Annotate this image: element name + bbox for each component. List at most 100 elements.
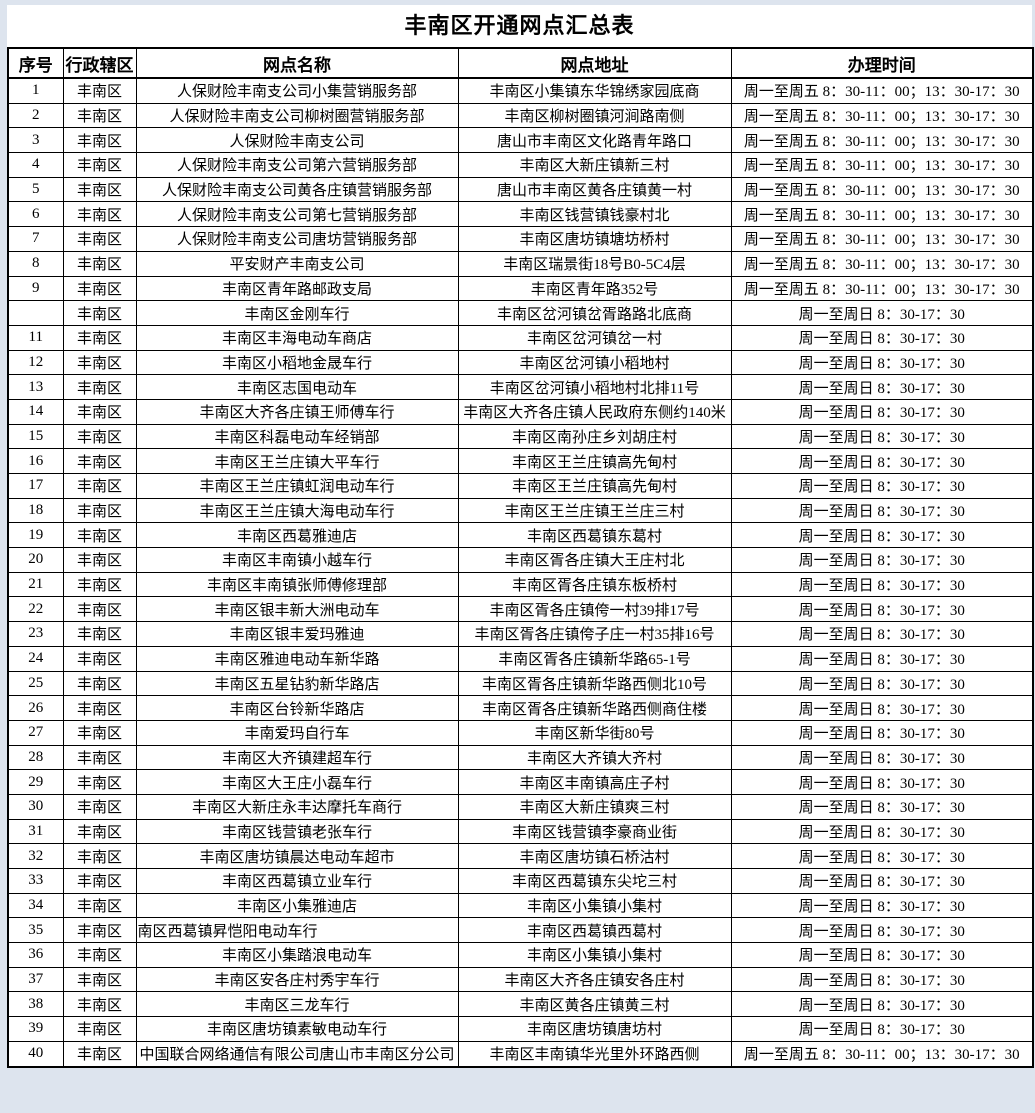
- cell-name: 丰南区王兰庄镇大海电动车行: [135, 497, 459, 524]
- table-body: 1 丰南区 人保财险丰南支公司小集营销服务部 丰南区小集镇东华锦绣家园底商 周一至周五 …: [7, 77, 1034, 1068]
- cell-district: 丰南区: [62, 818, 137, 845]
- table-row: 2 丰南区 人保财险丰南支公司柳树圈营销服务部 丰南区柳树圈镇河涧路南侧 周一至周五 8…: [7, 102, 1034, 129]
- cell-seq: 17: [7, 473, 64, 499]
- cell-time: 周一至周五 8：30-11：00；13：30-17：30: [730, 102, 1034, 129]
- table-row: 19 丰南区 丰南区西葛雅迪店 丰南区西葛镇东葛村 周一至周日 8：30-17：30: [7, 522, 1034, 549]
- cell-time: 周一至周日 8：30-17：30: [730, 868, 1034, 894]
- cell-district: 丰南区: [62, 966, 137, 993]
- header-address: 网点地址: [457, 47, 732, 79]
- cell-address: 唐山市丰南区文化路青年路口: [457, 127, 732, 154]
- cell-time: 周一至周日 8：30-17：30: [730, 991, 1034, 1018]
- cell-name: 丰南区银丰爱玛雅迪: [135, 621, 459, 647]
- cell-district: 丰南区: [62, 473, 137, 499]
- cell-address: 丰南区岔河镇岔胥路路北底商: [457, 300, 732, 326]
- table-row: 22 丰南区 丰南区银丰新大洲电动车 丰南区胥各庄镇侉一村39排17号 周一至周日 8：…: [7, 596, 1034, 623]
- cell-address: 丰南区大新庄镇爽三村: [457, 793, 732, 820]
- outlets-table: 序号 行政辖区 网点名称 网点地址 办理时间 1 丰南区 人保财险丰南支公司小集营销…: [7, 47, 1034, 1068]
- cell-name: 丰南区台铃新华路店: [135, 695, 459, 721]
- cell-district: 丰南区: [62, 374, 137, 400]
- cell-seq: 22: [7, 596, 64, 623]
- cell-time: 周一至周日 8：30-17：30: [730, 892, 1034, 919]
- cell-seq: 34: [7, 892, 64, 919]
- cell-time: 周一至周五 8：30-11：00；13：30-17：30: [730, 275, 1034, 302]
- cell-district: 丰南区: [62, 349, 137, 376]
- cell-time: 周一至周日 8：30-17：30: [730, 497, 1034, 524]
- cell-district: 丰南区: [62, 1040, 137, 1068]
- cell-district: 丰南区: [62, 102, 137, 129]
- cell-seq: 40: [7, 1040, 64, 1068]
- cell-address: 丰南区王兰庄镇高先甸村: [457, 448, 732, 474]
- table-row: 16 丰南区 丰南区王兰庄镇大平车行 丰南区王兰庄镇高先甸村 周一至周日 8：30-17…: [7, 448, 1034, 474]
- table-row: 25 丰南区 丰南区五星钻豹新华路店 丰南区胥各庄镇新华路西侧北10号 周一至周日 8：…: [7, 670, 1034, 697]
- cell-address: 丰南区王兰庄镇高先甸村: [457, 473, 732, 499]
- table-row: 37 丰南区 丰南区安各庄村秀宇车行 丰南区大齐各庄镇安各庄村 周一至周日 8：30-1…: [7, 966, 1034, 993]
- cell-seq: 39: [7, 1016, 64, 1042]
- table-row: 7 丰南区 人保财险丰南支公司唐坊营销服务部 丰南区唐坊镇塘坊桥村 周一至周五 8：30…: [7, 226, 1034, 252]
- table-row: 35 丰南区 南区西葛镇昇恺阳电动车行 丰南区西葛镇西葛村 周一至周日 8：30-17：…: [7, 917, 1034, 944]
- cell-time: 周一至周日 8：30-17：30: [730, 695, 1034, 721]
- cell-time: 周一至周日 8：30-17：30: [730, 300, 1034, 326]
- table-row: 5 丰南区 人保财险丰南支公司黄各庄镇营销服务部 唐山市丰南区黄各庄镇黄一村 周一至周五…: [7, 176, 1034, 203]
- cell-district: 丰南区: [62, 670, 137, 697]
- cell-seq: 3: [7, 127, 64, 154]
- cell-address: 丰南区柳树圈镇河涧路南侧: [457, 102, 732, 129]
- cell-name: 丰南区青年路邮政支局: [135, 275, 459, 302]
- cell-name: 丰南区小集雅迪店: [135, 892, 459, 919]
- cell-time: 周一至周五 8：30-11：00；13：30-17：30: [730, 226, 1034, 252]
- cell-seq: 9: [7, 275, 64, 302]
- cell-seq: 32: [7, 843, 64, 869]
- table-row: 36 丰南区 丰南区小集踏浪电动车 丰南区小集镇小集村 周一至周日 8：30-17：30: [7, 942, 1034, 968]
- cell-time: 周一至周五 8：30-11：00；13：30-17：30: [730, 1040, 1034, 1068]
- cell-district: 丰南区: [62, 571, 137, 598]
- cell-time: 周一至周日 8：30-17：30: [730, 917, 1034, 944]
- cell-address: 丰南区钱营镇钱豪村北: [457, 201, 732, 228]
- cell-name: 丰南区五星钻豹新华路店: [135, 670, 459, 697]
- cell-address: 丰南区西葛镇东葛村: [457, 522, 732, 549]
- cell-seq: 19: [7, 522, 64, 549]
- cell-time: 周一至周日 8：30-17：30: [730, 793, 1034, 820]
- cell-address: 丰南区唐坊镇塘坊桥村: [457, 226, 732, 252]
- table-row: 12 丰南区 丰南区小稻地金晟车行 丰南区岔河镇小稻地村 周一至周日 8：30-17：3…: [7, 349, 1034, 376]
- cell-seq: 6: [7, 201, 64, 228]
- cell-address: 丰南区胥各庄镇侉子庄一村35排16号: [457, 621, 732, 647]
- cell-district: 丰南区: [62, 645, 137, 672]
- table-row: 31 丰南区 丰南区钱营镇老张车行 丰南区钱营镇李豪商业街 周一至周日 8：30-17：…: [7, 818, 1034, 845]
- cell-time: 周一至周五 8：30-11：00；13：30-17：30: [730, 176, 1034, 203]
- cell-address: 丰南区新华街80号: [457, 719, 732, 746]
- cell-district: 丰南区: [62, 892, 137, 919]
- table-row: 32 丰南区 丰南区唐坊镇晨达电动车超市 丰南区唐坊镇石桥沽村 周一至周日 8：30-1…: [7, 843, 1034, 869]
- cell-time: 周一至周日 8：30-17：30: [730, 547, 1034, 573]
- cell-district: 丰南区: [62, 991, 137, 1018]
- cell-address: 丰南区青年路352号: [457, 275, 732, 302]
- cell-address: 丰南区大齐镇大齐村: [457, 744, 732, 771]
- cell-time: 周一至周五 8：30-11：00；13：30-17：30: [730, 201, 1034, 228]
- cell-district: 丰南区: [62, 868, 137, 894]
- cell-name: 人保财险丰南支公司: [135, 127, 459, 154]
- cell-address: 丰南区小集镇小集村: [457, 892, 732, 919]
- cell-address: 丰南区岔河镇岔一村: [457, 324, 732, 351]
- cell-address: 丰南区唐坊镇石桥沽村: [457, 843, 732, 869]
- table-row: 39 丰南区 丰南区唐坊镇素敏电动车行 丰南区唐坊镇唐坊村 周一至周日 8：30-17：…: [7, 1016, 1034, 1042]
- cell-name: 丰南区丰海电动车商店: [135, 324, 459, 351]
- cell-time: 周一至周日 8：30-17：30: [730, 966, 1034, 993]
- cell-seq: 25: [7, 670, 64, 697]
- table-row: 29 丰南区 丰南区大王庄小磊车行 丰南区丰南镇高庄子村 周一至周日 8：30-17：3…: [7, 769, 1034, 795]
- table-row: 17 丰南区 丰南区王兰庄镇虹润电动车行 丰南区王兰庄镇高先甸村 周一至周日 8：30-…: [7, 473, 1034, 499]
- cell-district: 丰南区: [62, 744, 137, 771]
- table-row: 30 丰南区 丰南区大新庄永丰达摩托车商行 丰南区大新庄镇爽三村 周一至周日 8：30-…: [7, 793, 1034, 820]
- cell-time: 周一至周五 8：30-11：00；13：30-17：30: [730, 250, 1034, 277]
- cell-district: 丰南区: [62, 226, 137, 252]
- cell-seq: [7, 300, 64, 326]
- cell-time: 周一至周日 8：30-17：30: [730, 769, 1034, 795]
- cell-district: 丰南区: [62, 769, 137, 795]
- cell-district: 丰南区: [62, 398, 137, 425]
- spreadsheet: 丰南区开通网点汇总表 序号 行政辖区 网点名称 网点地址 办理时间 1 丰南区 人保…: [7, 5, 1034, 1068]
- cell-time: 周一至周五 8：30-11：00；13：30-17：30: [730, 77, 1034, 104]
- table-row: 1 丰南区 人保财险丰南支公司小集营销服务部 丰南区小集镇东华锦绣家园底商 周一至周五 …: [7, 77, 1034, 104]
- cell-address: 丰南区瑞景街18号B0-5C4层: [457, 250, 732, 277]
- cell-address: 丰南区小集镇东华锦绣家园底商: [457, 77, 732, 104]
- cell-address: 丰南区胥各庄镇东板桥村: [457, 571, 732, 598]
- cell-address: 丰南区胥各庄镇侉一村39排17号: [457, 596, 732, 623]
- cell-address: 丰南区西葛镇东尖坨三村: [457, 868, 732, 894]
- cell-district: 丰南区: [62, 127, 137, 154]
